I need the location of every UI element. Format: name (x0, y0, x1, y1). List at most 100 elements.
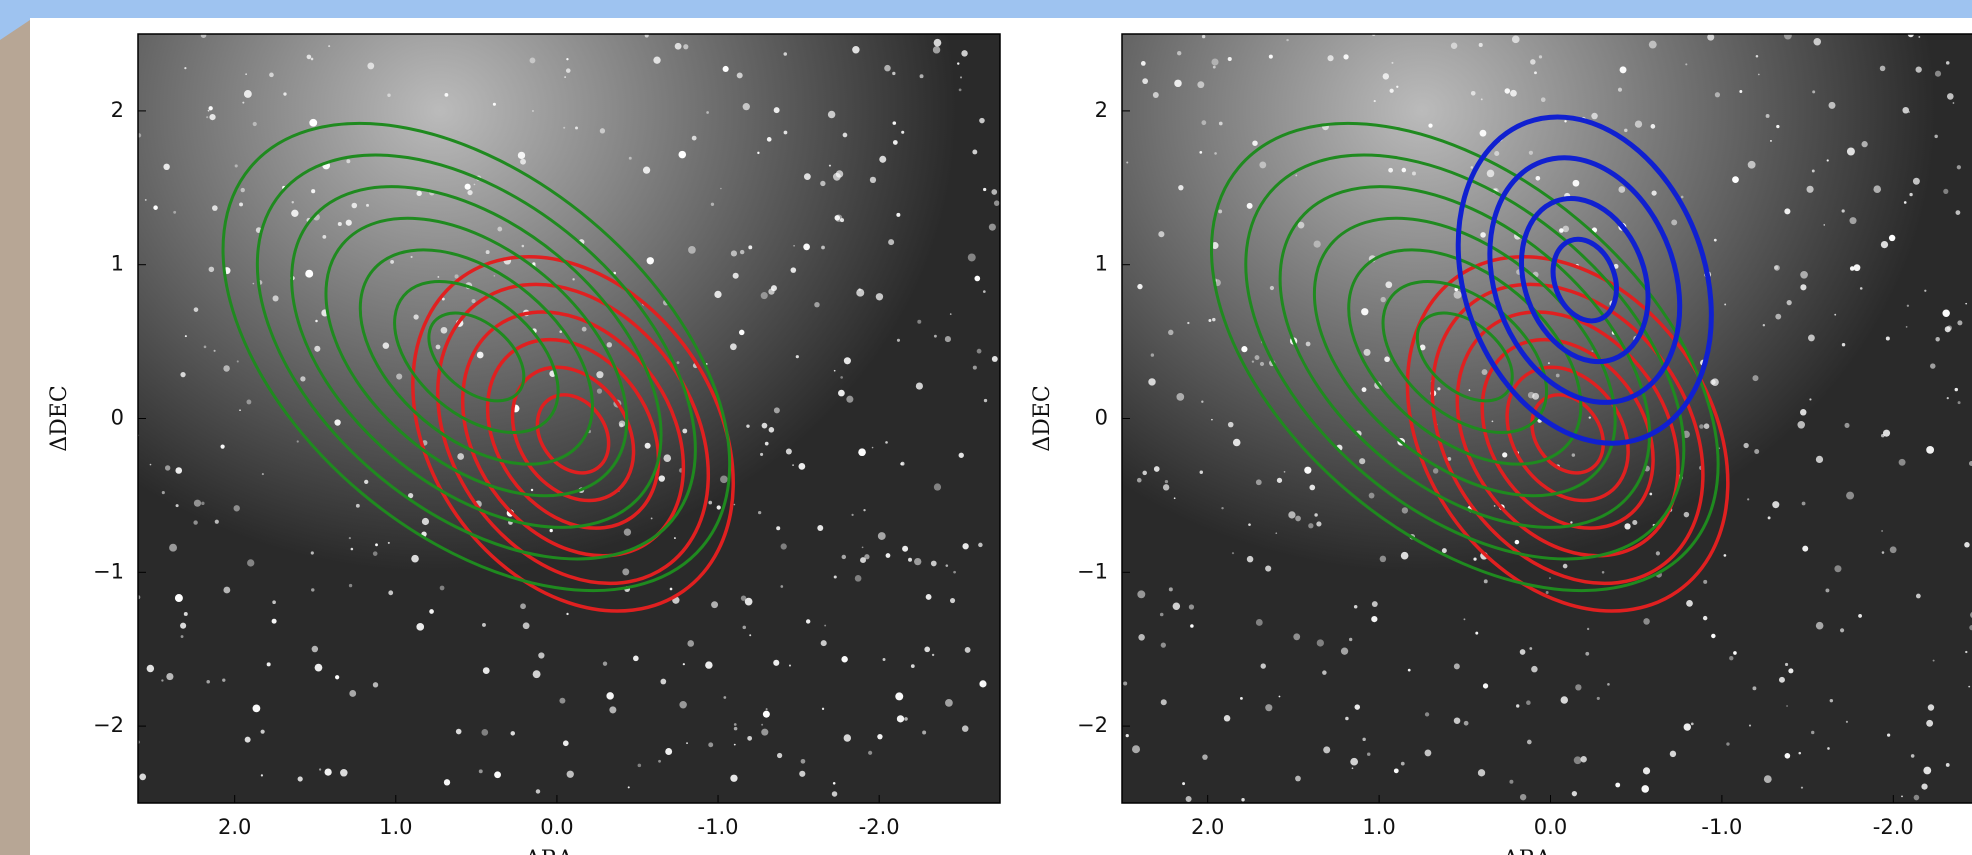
star (949, 597, 956, 604)
star (1510, 89, 1517, 97)
star (1538, 55, 1543, 59)
star (820, 180, 826, 187)
star (1934, 134, 1938, 139)
star (1529, 647, 1533, 650)
star (532, 110, 534, 112)
star (1123, 681, 1128, 686)
star (1516, 704, 1520, 708)
star (1775, 313, 1782, 320)
star (858, 448, 866, 457)
star (1943, 188, 1949, 194)
star (153, 205, 158, 210)
star (1669, 750, 1677, 758)
star (482, 622, 486, 627)
star (974, 275, 981, 282)
star (732, 272, 739, 279)
star (1902, 106, 1910, 114)
x-tick-label: 0.0 (540, 815, 573, 839)
star (1957, 320, 1963, 326)
star (1297, 221, 1305, 229)
star (768, 427, 775, 433)
star (1172, 602, 1181, 610)
star (1624, 128, 1628, 133)
star (1177, 51, 1182, 56)
star (1201, 400, 1204, 403)
star (733, 726, 738, 731)
star (742, 625, 747, 630)
star (1607, 683, 1610, 686)
star (1486, 169, 1495, 178)
star (1879, 65, 1886, 72)
star (175, 467, 183, 474)
star (1502, 452, 1508, 458)
star (1316, 521, 1322, 527)
star (840, 376, 843, 379)
star (1265, 704, 1273, 712)
star (1800, 270, 1808, 279)
star (1351, 767, 1354, 770)
star (1841, 209, 1845, 213)
star (222, 678, 226, 682)
star (471, 299, 476, 304)
star (803, 243, 810, 251)
star (322, 234, 327, 239)
star (1934, 70, 1942, 77)
star (944, 336, 951, 343)
star (863, 509, 866, 512)
star (245, 73, 247, 75)
star (314, 663, 323, 672)
star (1800, 409, 1807, 416)
star (1453, 290, 1462, 299)
star (646, 257, 654, 265)
star (1450, 42, 1458, 49)
star (1618, 186, 1626, 193)
star (596, 371, 604, 379)
star (1412, 171, 1416, 176)
star (252, 282, 255, 285)
green-contour (255, 153, 697, 561)
star (269, 72, 274, 78)
star (565, 68, 571, 73)
star (637, 763, 642, 768)
star (1619, 66, 1627, 74)
star (272, 600, 276, 605)
star (962, 543, 969, 550)
star (566, 58, 569, 61)
star (454, 274, 459, 279)
star (1547, 362, 1550, 365)
red-contour (1455, 310, 1680, 558)
star (1173, 497, 1176, 500)
star (214, 519, 219, 524)
star (904, 717, 908, 721)
star (738, 329, 745, 336)
star (1158, 231, 1165, 238)
y-tick-label: 2 (1095, 98, 1108, 122)
star (622, 568, 630, 576)
star (180, 635, 184, 638)
star (1915, 66, 1922, 73)
star (538, 652, 545, 659)
star (1767, 516, 1771, 520)
star (1861, 141, 1868, 148)
star (679, 700, 687, 709)
x-axis-label: ΔRA (1503, 847, 1552, 855)
star (674, 42, 682, 50)
star (208, 266, 215, 273)
star (1572, 179, 1580, 187)
star (828, 164, 831, 167)
star (1340, 647, 1349, 655)
star (1905, 326, 1908, 328)
star (563, 126, 566, 129)
star (1800, 284, 1807, 291)
star (846, 395, 854, 403)
star (644, 34, 649, 38)
star (953, 570, 956, 574)
star (260, 729, 265, 734)
star (1752, 686, 1757, 691)
star (1232, 438, 1241, 447)
star (978, 542, 983, 548)
star (1295, 775, 1301, 782)
green-contour (1244, 153, 1686, 561)
star (884, 64, 891, 72)
star (945, 698, 953, 707)
